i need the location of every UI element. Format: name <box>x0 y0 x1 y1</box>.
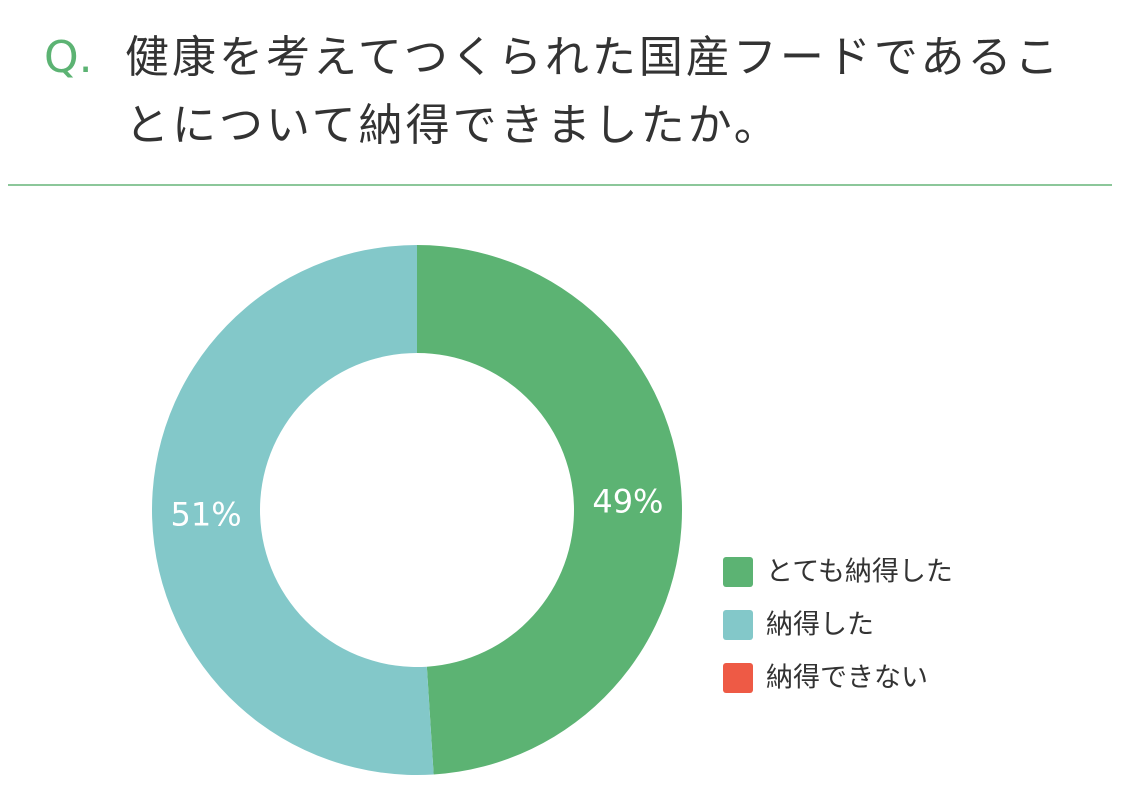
legend-swatch <box>723 557 753 587</box>
legend-swatch <box>723 663 753 693</box>
value-label: 51% <box>171 496 242 534</box>
chart-title: 健康を考えてつくられた国産フードであることについて納得できましたか。 <box>125 32 1062 151</box>
legend-label: とても納得した <box>766 557 953 588</box>
legend-label: 納得できない <box>766 663 928 694</box>
legend-swatch <box>723 610 753 640</box>
value-label: 49% <box>592 482 663 520</box>
donut-segment <box>152 245 434 775</box>
legend-label: 納得した <box>766 610 874 641</box>
divider <box>8 184 1112 186</box>
question-prefix: Q. <box>44 32 93 83</box>
donut-segment <box>417 245 683 775</box>
